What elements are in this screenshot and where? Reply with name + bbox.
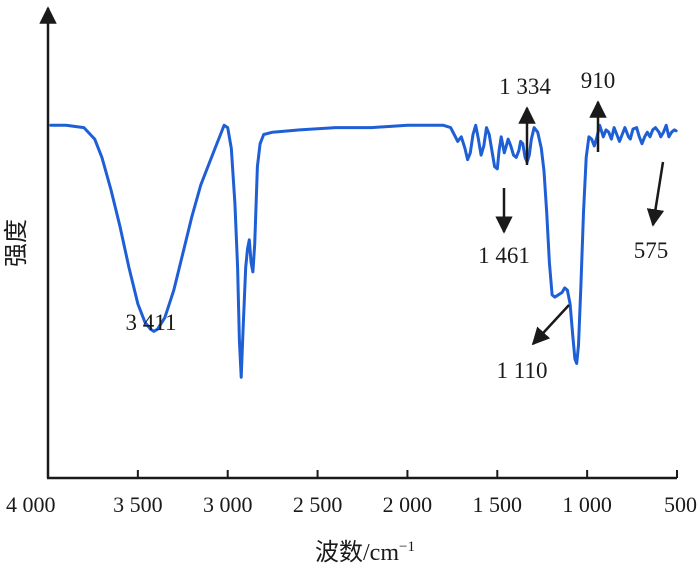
peak-annotations: 3 411 1 461 1 334 910 1 110 575 [126,68,669,383]
x-tick-labels: 4 000 3 500 3 000 2 500 2 000 1 500 1 000 500 [6,492,697,517]
annotation-label-1334: 1 334 [499,74,551,99]
y-axis-title: 强度 [3,219,30,267]
x-axis-title: 波数/cm−1 [315,539,415,566]
x-tick-label-500: 500 [664,492,697,517]
x-tick-label-3000: 3 000 [203,492,253,517]
x-axis-title-main: 波数/cm [315,539,399,566]
series-group [49,123,678,379]
x-tick-label-4000: 4 000 [6,492,56,517]
annotation-label-1110: 1 110 [497,358,548,383]
x-tick-label-2500: 2 500 [293,492,343,517]
x-tick-label-1000: 1 000 [562,492,612,517]
annotation-arrow-575 [646,161,665,227]
annotation-label-575: 575 [634,238,669,263]
annotation-label-910: 910 [581,68,616,93]
annotation-label-1461: 1 461 [478,243,530,268]
annotation-label-3411: 3 411 [126,310,177,335]
annotation-arrow-1110 [531,304,570,346]
x-tick-label-1500: 1 500 [473,492,523,517]
x-tick-label-3500: 3 500 [113,492,163,517]
x-tick-label-2000: 2 000 [383,492,433,517]
x-ticks [47,470,678,478]
spectrum-line [49,123,678,379]
x-axis-title-sup: −1 [399,539,415,555]
